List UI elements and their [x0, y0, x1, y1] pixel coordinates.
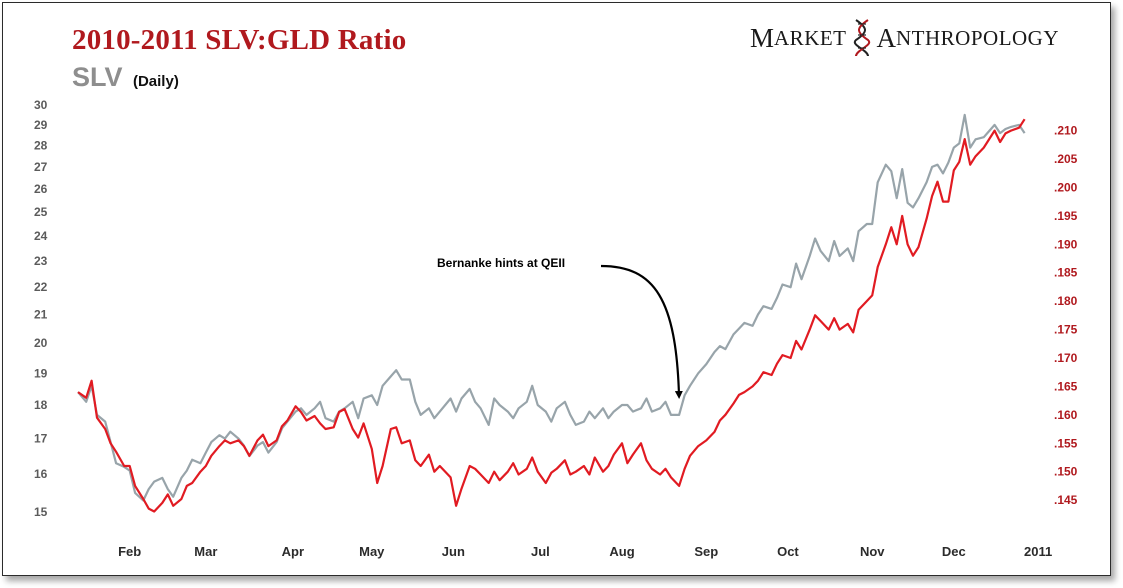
- left-axis-tick-label: 28: [34, 139, 48, 153]
- left-axis-tick-label: 29: [34, 118, 48, 132]
- x-axis-tick-label: 2011: [1024, 544, 1052, 559]
- logo-initial-a: A: [876, 22, 897, 53]
- x-axis-tick-label: Jul: [531, 544, 550, 559]
- left-axis-tick-label: 20: [34, 336, 48, 350]
- left-axis-tick-label: 24: [34, 229, 48, 243]
- x-axis-ticks: Feb Mar Apr May Jun Jul Aug Sep Oct Nov Dec 2011: [118, 544, 1052, 559]
- logo-word-market: ARKET: [774, 25, 847, 50]
- left-axis-ticks: 15 16 17 18 19 20 21 22 23 24 25 26 27 28 29 30: [34, 98, 48, 519]
- right-axis-tick-label: .185: [1054, 266, 1078, 280]
- x-axis-tick-label: Aug: [609, 544, 634, 559]
- right-axis-tick-label: .175: [1054, 323, 1078, 337]
- chart-subtitle: SLV (Daily): [72, 62, 179, 93]
- left-axis-tick-label: 30: [34, 98, 48, 112]
- right-axis-tick-label: .195: [1054, 209, 1078, 223]
- left-axis-tick-label: 17: [34, 432, 48, 446]
- chart-frame: [2, 2, 1111, 576]
- logo-word-anthropology: NTHROPOLOGY: [896, 25, 1060, 50]
- right-axis-tick-label: .205: [1054, 152, 1078, 166]
- left-axis-tick-label: 21: [34, 307, 48, 321]
- left-axis-tick-label: 23: [34, 254, 48, 268]
- right-axis-tick-label: .180: [1054, 294, 1078, 308]
- x-axis-tick-label: Sep: [694, 544, 718, 559]
- left-axis-tick-label: 15: [34, 505, 48, 519]
- right-axis-tick-label: .200: [1054, 180, 1078, 194]
- logo: M ARKET A NTHROPOLOGY: [750, 18, 1059, 58]
- right-axis-tick-label: .210: [1054, 124, 1078, 138]
- logo-initial-m: M: [750, 22, 775, 53]
- right-axis-tick-label: .150: [1054, 465, 1078, 479]
- left-axis-tick-label: 19: [34, 366, 48, 380]
- right-axis-tick-label: .170: [1054, 351, 1078, 365]
- subtitle-frequency: (Daily): [132, 73, 179, 90]
- left-axis-tick-label: 25: [34, 205, 48, 219]
- left-axis-tick-label: 26: [34, 182, 48, 196]
- right-axis-ticks: .145 .150 .155 .160 .165 .170 .175 .180 .185 .190…: [1054, 124, 1078, 508]
- x-axis-tick-label: Feb: [118, 544, 141, 559]
- series-layer: [77, 113, 1026, 513]
- annotation-label: Bernanke hints at QEII: [437, 256, 566, 270]
- left-axis-tick-label: 27: [34, 160, 48, 174]
- x-axis-tick-label: Oct: [777, 544, 799, 559]
- right-axis-tick-label: .160: [1054, 408, 1078, 422]
- x-axis-tick-label: Nov: [860, 544, 885, 559]
- right-axis-tick-label: .165: [1054, 379, 1078, 393]
- ratio-series-line: [77, 118, 1026, 513]
- x-axis-tick-label: Dec: [942, 544, 966, 559]
- left-axis-tick-label: 16: [34, 467, 48, 481]
- chart-title: 2010-2011 SLV:GLD Ratio: [72, 24, 407, 56]
- x-axis-tick-label: May: [359, 544, 385, 559]
- slv-series-line: [77, 113, 1026, 502]
- x-axis-tick-label: Mar: [194, 544, 217, 559]
- dna-helix-icon: [853, 19, 870, 57]
- right-axis-tick-label: .190: [1054, 237, 1078, 251]
- right-axis-tick-label: .145: [1054, 493, 1078, 507]
- x-axis-tick-label: Jun: [442, 544, 465, 559]
- x-axis-tick-label: Apr: [282, 544, 304, 559]
- left-axis-tick-label: 18: [34, 398, 48, 412]
- annotation-arrow: [600, 264, 683, 399]
- left-axis-tick-label: 22: [34, 280, 48, 294]
- subtitle-series-name: SLV: [72, 62, 123, 92]
- right-axis-tick-label: .155: [1054, 436, 1078, 450]
